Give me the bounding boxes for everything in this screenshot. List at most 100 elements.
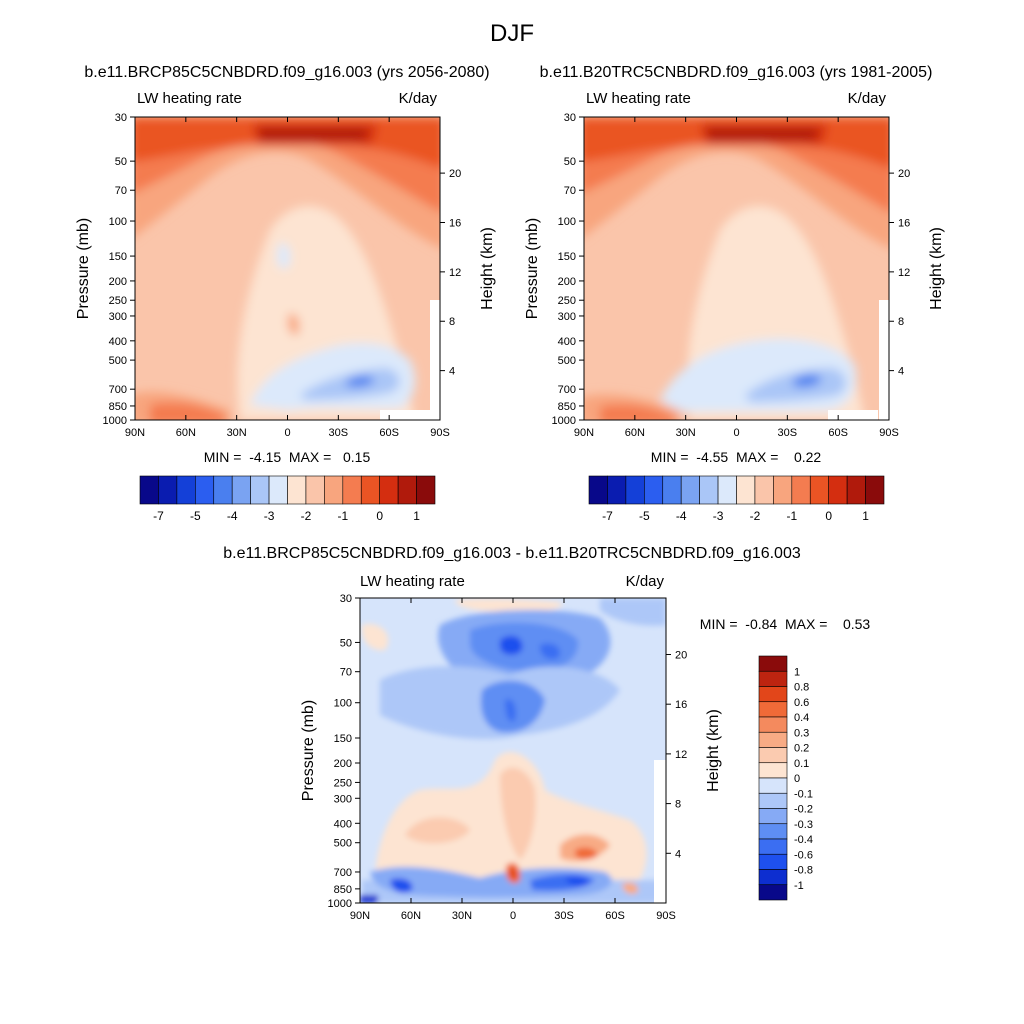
colorbar-future: -7 -5 -4 -3 -2 -1 0 1 [139, 475, 436, 523]
colorbar-label: -4 [227, 509, 238, 523]
y-axis-title: Pressure (mb) [300, 700, 317, 801]
x-tick-label: 90N [574, 427, 594, 439]
y-tick-label: 50 [340, 637, 352, 649]
colorbar-swatch [758, 701, 788, 718]
colorbar-swatch [791, 475, 811, 505]
colorbar-swatch [324, 475, 344, 505]
y2-tick-label: 20 [675, 649, 687, 661]
colorbar-swatch [773, 475, 793, 505]
colorbar-label: 0 [794, 773, 800, 785]
y-tick-label: 1000 [328, 898, 352, 910]
colorbar-label: -3 [264, 509, 275, 523]
y-tick-label: 70 [115, 185, 127, 197]
y-tick-label: 200 [109, 276, 127, 288]
panel-future: b.e11.BRCP85C5CNBDRD.f09_g16.003 (yrs 20… [84, 64, 490, 421]
panel-difference-units-label: K/day [626, 573, 665, 590]
x-tick-label: 60S [828, 427, 848, 439]
colorbar-swatch [588, 475, 608, 505]
colorbar-swatch [342, 475, 362, 505]
axes-future: 90N 60N 30N 0 30S 60S 90S 30 50 70 100 150 200 250 300… [75, 112, 496, 465]
colorbar-label: -7 [153, 509, 164, 523]
x-tick-label: 90S [656, 910, 676, 922]
colorbar-swatch [287, 475, 307, 505]
y2-tick-label: 16 [898, 217, 910, 229]
colorbar-swatch [758, 838, 788, 855]
y2-tick-label: 20 [898, 168, 910, 180]
y-tick-label: 150 [334, 733, 352, 745]
colorbar-label: -1 [786, 509, 797, 523]
y-tick-label: 700 [558, 384, 576, 396]
colorbar-label: -2 [301, 509, 312, 523]
y-tick-label: 70 [340, 667, 352, 679]
y-tick-label: 50 [564, 156, 576, 168]
colorbar-label: -0.3 [794, 819, 813, 831]
colorbar-swatch [680, 475, 700, 505]
y2-tick-label: 8 [898, 316, 904, 328]
y2-tick-label: 16 [449, 217, 461, 229]
y2-axis-title: Height (km) [928, 227, 945, 310]
x-tick-label: 90S [430, 427, 450, 439]
y-tick-label: 100 [334, 698, 352, 710]
y-tick-label: 300 [334, 793, 352, 805]
y-tick-label: 300 [109, 311, 127, 323]
axes-present: 90N 60N 30N 0 30S 60S 90S 30 50 70 100 150 200 250 300… [524, 112, 945, 465]
colorbar-label: -0.1 [794, 788, 813, 800]
y-tick-label: 1000 [103, 415, 127, 427]
colorbar-difference: 1 0.8 0.6 0.4 0.3 0.2 0.1 0 -0.1 -0.2 -0.3 -0.4 -0.6… [758, 655, 813, 901]
y-tick-label: 300 [558, 311, 576, 323]
colorbar-swatch [758, 686, 788, 703]
colorbar-swatch [644, 475, 664, 505]
colorbar-label: 0 [376, 509, 383, 523]
y-tick-label: 150 [558, 251, 576, 263]
colorbar-label: 1 [862, 509, 869, 523]
panel-present-variable-label: LW heating rate [586, 90, 691, 107]
colorbar-swatch [865, 475, 885, 505]
colorbar-swatch [758, 808, 788, 825]
panel-difference-variable-label: LW heating rate [360, 573, 465, 590]
panel-present-field [584, 117, 889, 420]
x-tick-label: 30N [676, 427, 696, 439]
y-tick-label: 500 [109, 355, 127, 367]
colorbar-swatch [754, 475, 774, 505]
x-tick-label: 30S [554, 910, 574, 922]
y-tick-label: 150 [109, 251, 127, 263]
stats-label: MIN = -4.55 MAX = 0.22 [651, 449, 822, 465]
colorbar-swatch [758, 716, 788, 733]
y-tick-label: 200 [558, 276, 576, 288]
colorbar-label: 0 [825, 509, 832, 523]
y-tick-label: 250 [109, 295, 127, 307]
colorbar-swatch [758, 853, 788, 870]
colorbar-swatch [231, 475, 251, 505]
colorbar-label: 1 [794, 666, 800, 678]
colorbar-swatch [758, 762, 788, 779]
panel-future-variable-label: LW heating rate [137, 90, 242, 107]
colorbar-swatch [158, 475, 178, 505]
colorbar-swatch [758, 777, 788, 794]
y2-tick-label: 12 [898, 267, 910, 279]
y2-tick-label: 12 [449, 267, 461, 279]
colorbar-label: -3 [713, 509, 724, 523]
colorbar-swatch [176, 475, 196, 505]
colorbar-swatch [379, 475, 399, 505]
y-tick-label: 100 [558, 216, 576, 228]
x-tick-label: 0 [733, 427, 739, 439]
colorbar-swatch [305, 475, 325, 505]
y-tick-label: 850 [334, 884, 352, 896]
y-tick-label: 400 [109, 336, 127, 348]
y2-tick-label: 8 [449, 316, 455, 328]
y-tick-label: 850 [109, 401, 127, 413]
y-tick-label: 30 [115, 112, 127, 124]
x-tick-label: 30N [452, 910, 472, 922]
x-tick-label: 60S [605, 910, 625, 922]
panel-difference-title: b.e11.BRCP85C5CNBDRD.f09_g16.003 - b.e11… [223, 545, 801, 562]
y-tick-label: 500 [558, 355, 576, 367]
x-tick-label: 0 [284, 427, 290, 439]
colorbar-swatch [809, 475, 829, 505]
y-tick-label: 400 [558, 336, 576, 348]
panel-difference: b.e11.BRCP85C5CNBDRD.f09_g16.003 - b.e11… [223, 545, 801, 904]
y2-axis-title: Height (km) [479, 227, 496, 310]
colorbar-swatch [717, 475, 737, 505]
panel-present-units-label: K/day [848, 90, 887, 107]
colorbar-swatch [268, 475, 288, 505]
colorbar-swatch [625, 475, 645, 505]
